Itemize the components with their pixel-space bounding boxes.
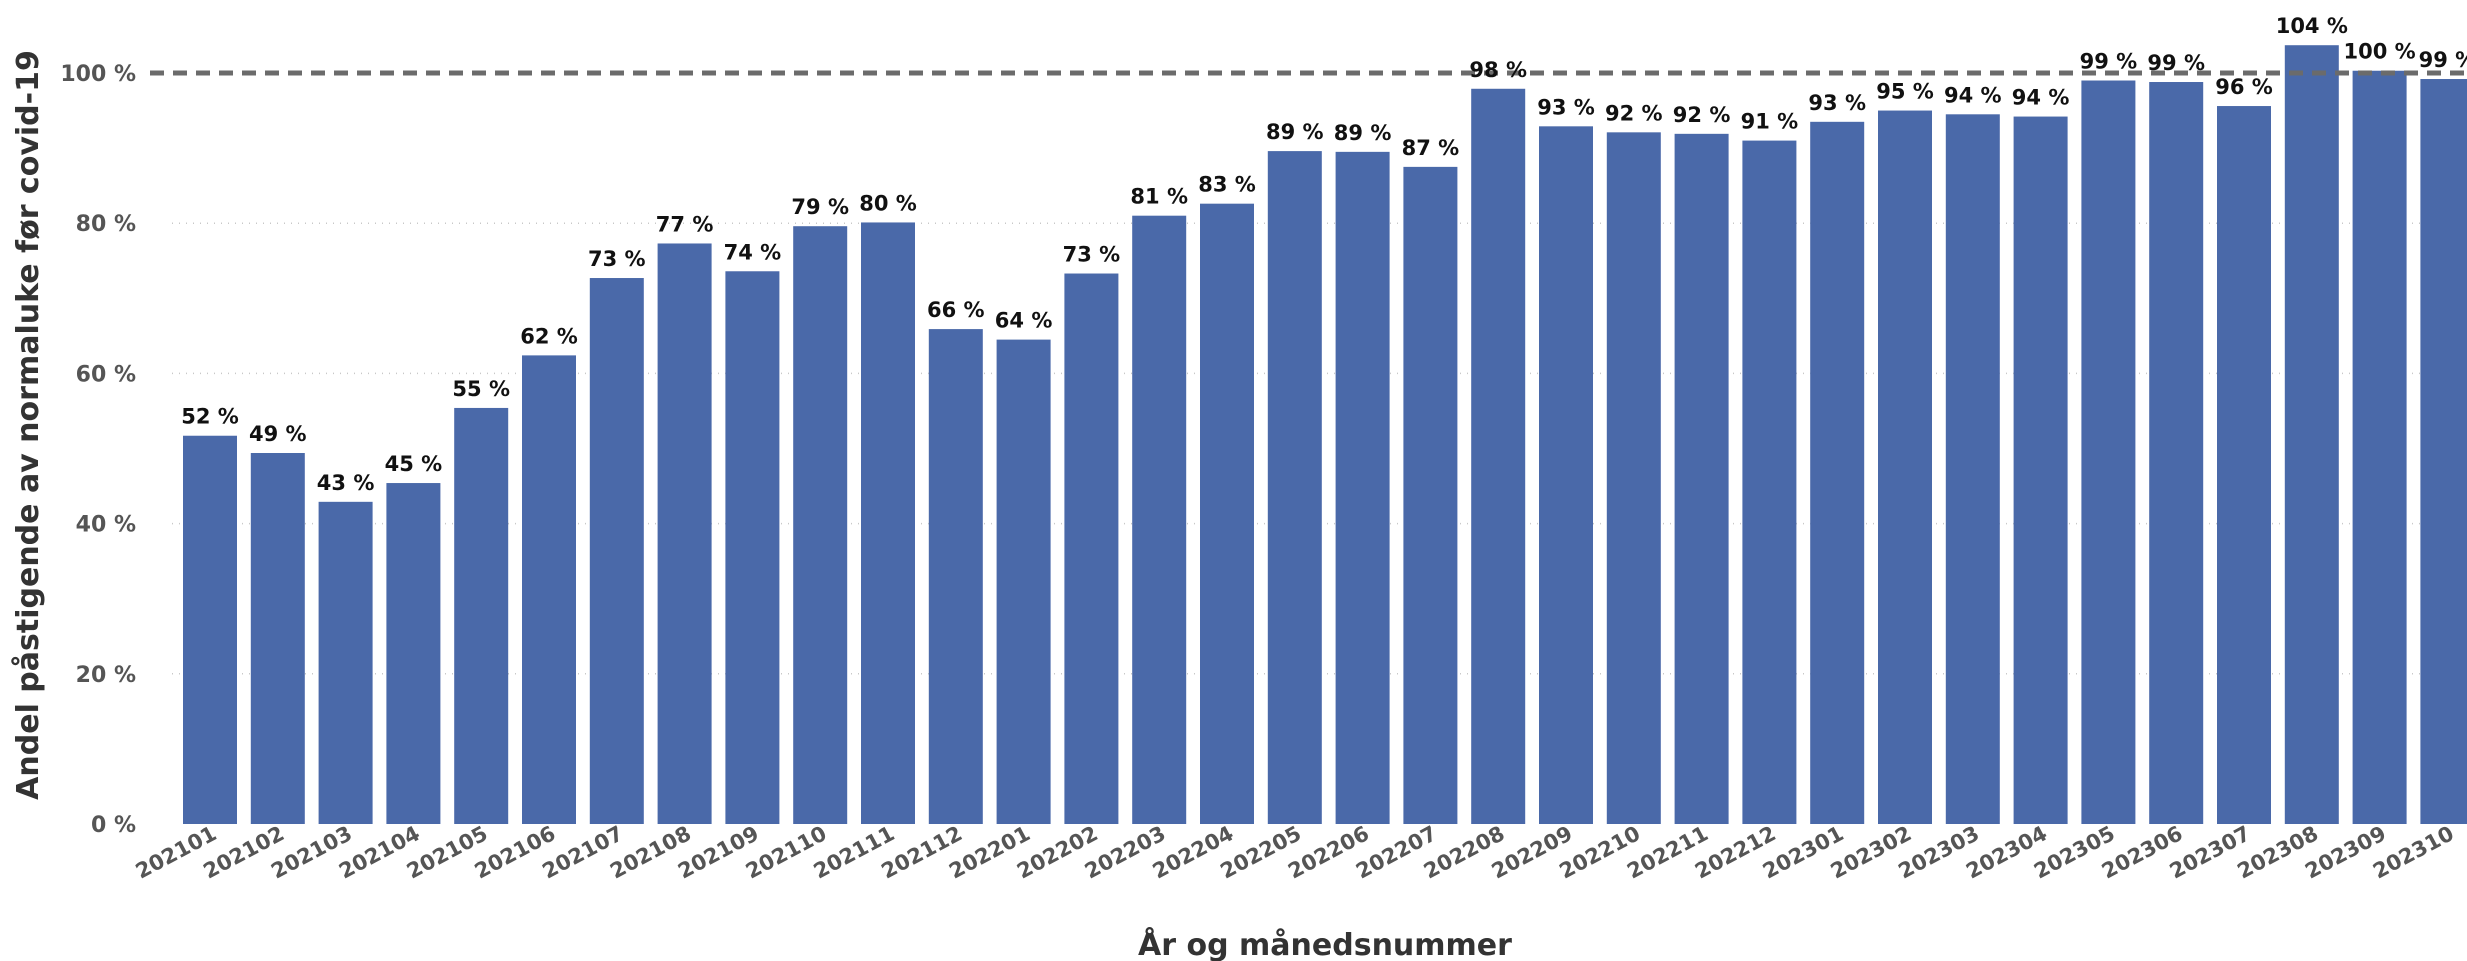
data-label: 92 % (1605, 101, 1663, 125)
y-tick-label: 40 % (76, 513, 136, 538)
data-label: 96 % (2215, 75, 2273, 99)
data-label: 95 % (1876, 80, 1934, 104)
data-label: 89 % (1334, 121, 1392, 145)
bar (1064, 273, 1119, 825)
y-tick-label: 60 % (76, 362, 136, 387)
data-label: 100 % (2344, 40, 2416, 64)
data-label: 73 % (588, 247, 646, 271)
bar (250, 453, 305, 824)
data-label: 99 % (2147, 51, 2205, 75)
bar (183, 435, 237, 824)
bar (1471, 88, 1526, 824)
data-label: 98 % (1469, 58, 1527, 82)
data-label: 83 % (1198, 173, 1256, 197)
data-label: 91 % (1741, 110, 1799, 134)
data-label: 73 % (1063, 243, 1121, 267)
bar (657, 243, 712, 825)
data-label: 74 % (724, 240, 782, 264)
bar (2013, 116, 2068, 825)
data-label: 62 % (520, 324, 578, 348)
bar (1200, 203, 1254, 824)
data-labels: 52 % 49 % 43 % 45 % 55 % 62 % 73 % 77 % 74 % 79 %… (181, 14, 2467, 495)
y-tick-label: 0 % (91, 813, 136, 838)
bar (318, 501, 373, 824)
bar (1606, 132, 1661, 825)
bar (2420, 79, 2467, 825)
bar (522, 355, 576, 824)
bar (2284, 45, 2339, 824)
x-axis-label: År og månedsnummer (1138, 926, 1512, 961)
bar (2352, 70, 2407, 824)
bar (1335, 151, 1390, 825)
data-label: 81 % (1130, 185, 1188, 209)
data-label: 104 % (2276, 14, 2348, 38)
bar (454, 407, 509, 824)
bar (1132, 215, 1187, 824)
bar (386, 483, 441, 824)
y-axis-ticks: 0 % 20 % 40 % 60 % 80 % 100 % (60, 62, 136, 838)
data-label: 45 % (385, 452, 443, 476)
data-label: 94 % (1944, 83, 2002, 107)
data-label: 55 % (452, 377, 510, 401)
bar (2149, 82, 2204, 824)
data-label: 94 % (2012, 86, 2070, 110)
data-label: 43 % (317, 471, 375, 495)
data-label: 93 % (1537, 95, 1595, 119)
bar (725, 271, 780, 824)
data-label: 52 % (181, 405, 239, 429)
data-label: 79 % (791, 195, 849, 219)
y-tick-label: 100 % (60, 62, 136, 87)
data-label: 92 % (1673, 103, 1731, 127)
bar (1267, 151, 1322, 824)
bar (2217, 106, 2271, 824)
data-label: 80 % (859, 191, 917, 215)
y-tick-label: 20 % (76, 663, 136, 688)
bar (1403, 166, 1458, 824)
data-label: 93 % (1808, 91, 1866, 115)
bar (589, 278, 644, 824)
data-label: 87 % (1402, 136, 1460, 160)
bar (996, 339, 1051, 824)
data-label: 49 % (249, 422, 307, 446)
data-label: 99 % (2080, 50, 2138, 74)
bar (928, 329, 983, 824)
y-tick-label: 80 % (76, 212, 136, 237)
data-label: 89 % (1266, 120, 1324, 144)
x-axis-ticks: 2021012021022021032021042021052021062021… (132, 821, 2458, 883)
bar (1878, 110, 1932, 825)
data-label: 66 % (927, 298, 985, 322)
data-label: 64 % (995, 309, 1053, 333)
bar (1539, 126, 1593, 825)
y-axis-label: Andel påstigende av normaluke før covid-… (10, 50, 46, 800)
data-label: 77 % (656, 212, 714, 236)
bar (1742, 140, 1797, 825)
data-label: 99 % (2419, 48, 2467, 72)
bars (183, 45, 2467, 825)
bar (2081, 80, 2136, 824)
bar (1810, 121, 1865, 824)
bar (861, 222, 915, 825)
bar (1945, 114, 2000, 825)
bar (793, 226, 848, 825)
bar (1674, 133, 1729, 824)
